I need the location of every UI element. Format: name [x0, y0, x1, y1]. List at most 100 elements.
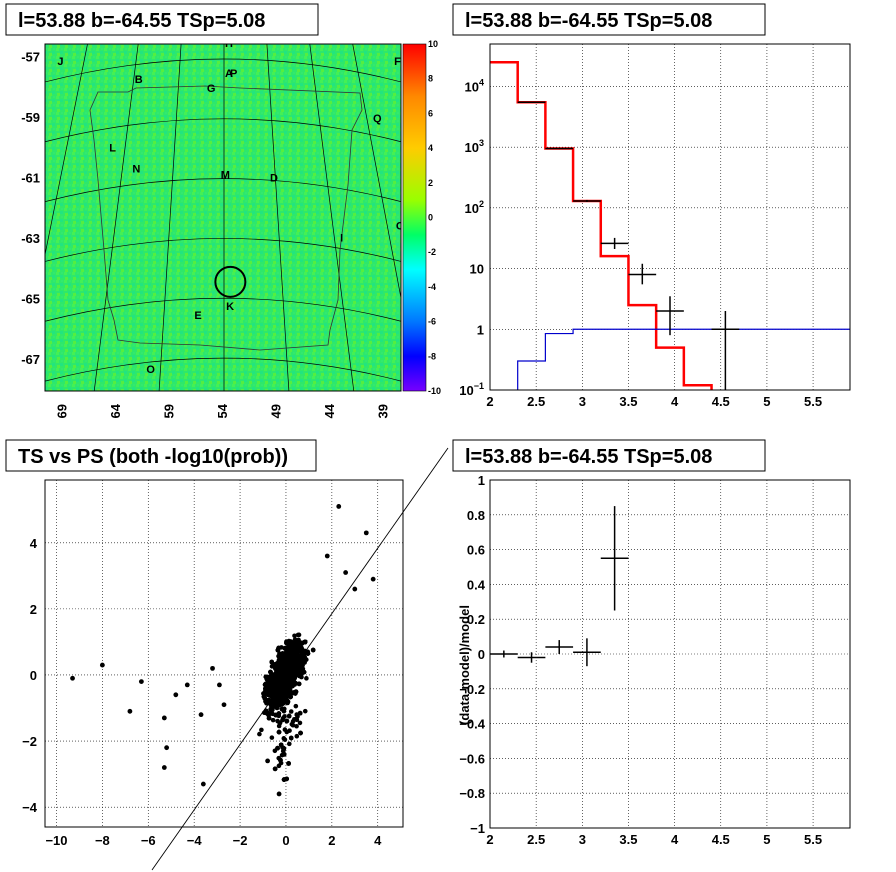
sky-map-x-tick: 59	[161, 404, 176, 418]
sky-map-y-tick: -67	[21, 352, 40, 367]
residuals-x-tick: 3.5	[619, 832, 637, 847]
sky-map-y-tick: -65	[21, 291, 40, 306]
scatter-point	[279, 701, 284, 707]
scatter-point	[269, 707, 275, 713]
residuals-x-tick: 5.5	[804, 832, 822, 847]
scatter-point	[298, 671, 304, 676]
graticule-lon-line	[93, 44, 139, 391]
scatter-point	[293, 641, 298, 647]
scatter-point	[293, 717, 299, 722]
residuals-x-tick: 4.5	[712, 832, 730, 847]
scatter-point	[284, 648, 289, 653]
scatter-point	[281, 752, 287, 757]
scatter-point	[271, 699, 277, 705]
scatter-outlier-point	[198, 712, 204, 718]
colorbar-tick: -8	[428, 351, 436, 361]
source-label-P: P	[230, 68, 237, 80]
source-label-O: O	[146, 364, 155, 376]
scatter-x-tick: −8	[95, 833, 110, 848]
scatter-point	[310, 647, 316, 653]
sky-map-x-tick: 64	[108, 403, 123, 418]
scatter-point	[280, 715, 286, 721]
spectrum-x-tick: 4.5	[712, 394, 730, 409]
scatter-point	[294, 650, 300, 655]
sky-map-title-box	[5, 3, 319, 36]
source-label-E: E	[194, 310, 201, 322]
scatter-outlier-point	[138, 679, 144, 684]
scatter-point	[266, 715, 272, 721]
colorbar-tick: 0	[428, 213, 433, 223]
spectrum-x-tick: 5	[763, 394, 770, 409]
residuals-x-tick: 4	[671, 832, 679, 847]
scatter-point	[294, 723, 299, 729]
sky-map-x-tick: 39	[375, 404, 390, 418]
scatter-outlier-point	[200, 781, 206, 787]
spectrum-x-tick: 3.5	[619, 394, 637, 409]
scatter-outlier-point	[276, 791, 282, 797]
spectrum-title: l=53.88 b=-64.55 TSp=5.08	[465, 10, 712, 32]
scatter-outlier-point	[70, 675, 75, 681]
scatter-point	[274, 695, 280, 701]
spectrum-title-box	[452, 3, 766, 36]
graticule-lon-line	[158, 44, 182, 391]
sky-map-y-tick: -59	[21, 110, 40, 125]
scatter-point	[294, 712, 300, 717]
residuals-x-tick: 2	[486, 832, 493, 847]
graticule-lon-line	[309, 44, 355, 391]
scatter-point	[278, 742, 284, 748]
residuals-y-tick: 1	[478, 473, 485, 488]
spectrum-frame	[489, 43, 851, 391]
scatter-y-tick: 4	[30, 536, 38, 551]
residuals-grid	[489, 479, 850, 829]
scatter-diagonal	[151, 447, 449, 871]
sky-map-x-tick: 49	[268, 404, 283, 418]
graticule-lat-line	[45, 238, 401, 262]
spectrum-panel: l=53.88 b=-64.55 TSp=5.08 2 2.5 3 3.5 4 4.5 5 5…	[452, 3, 851, 409]
source-label-A: A	[225, 68, 233, 80]
scatter-point	[287, 691, 293, 697]
sky-map-x-tick: 44	[322, 403, 337, 418]
scatter-point	[263, 674, 269, 680]
model-step-line	[490, 61, 713, 390]
scatter-point	[302, 708, 308, 714]
source-label-F: F	[394, 56, 401, 68]
scatter-point	[300, 658, 306, 664]
scatter-x-tick: 2	[328, 833, 335, 848]
scatter-point	[299, 641, 305, 646]
sky-map-overlay: H J F B AP G Q L N M D C I E K O	[45, 44, 401, 391]
scatter-point	[286, 652, 292, 657]
residuals-y-tick: 0.2	[467, 612, 485, 627]
spectrum-grid	[489, 44, 850, 391]
colorbar-tick: 6	[428, 108, 433, 118]
scatter-point	[267, 682, 272, 688]
residuals-y-tick: −1	[470, 821, 485, 836]
scatter-x-tick: −10	[45, 833, 67, 848]
scatter-point	[289, 721, 295, 727]
scatter-point	[287, 659, 293, 665]
scatter-point	[290, 647, 295, 652]
residuals-x-tick: 5	[763, 832, 770, 847]
source-label-I: I	[340, 232, 343, 244]
spectrum-y-tick: 103	[465, 138, 484, 155]
graticule-lat-line	[45, 178, 401, 202]
scatter-point	[277, 720, 283, 726]
scatter-point	[293, 703, 299, 709]
residuals-frame	[489, 479, 851, 829]
sky-map-y-tick: -63	[21, 231, 40, 246]
scatter-point	[286, 761, 291, 766]
scatter-outlier-point	[210, 665, 215, 671]
scatter-point	[296, 681, 302, 687]
sky-map-y-tick: -61	[21, 170, 40, 185]
scatter-x-tick: 0	[282, 833, 289, 848]
residuals-y-tick: 0.8	[467, 508, 485, 523]
colorbar-tick: 4	[428, 143, 433, 153]
residuals-x-tick: 3	[579, 832, 586, 847]
target-circle	[214, 265, 247, 298]
graticule-lon-line	[352, 44, 401, 300]
scatter-x-tick: −6	[141, 833, 156, 848]
scatter-y-tick: −2	[22, 734, 37, 749]
graticule-lat-line	[45, 357, 401, 382]
source-label-D: D	[270, 173, 278, 185]
scatter-x-tick: −4	[187, 833, 203, 848]
